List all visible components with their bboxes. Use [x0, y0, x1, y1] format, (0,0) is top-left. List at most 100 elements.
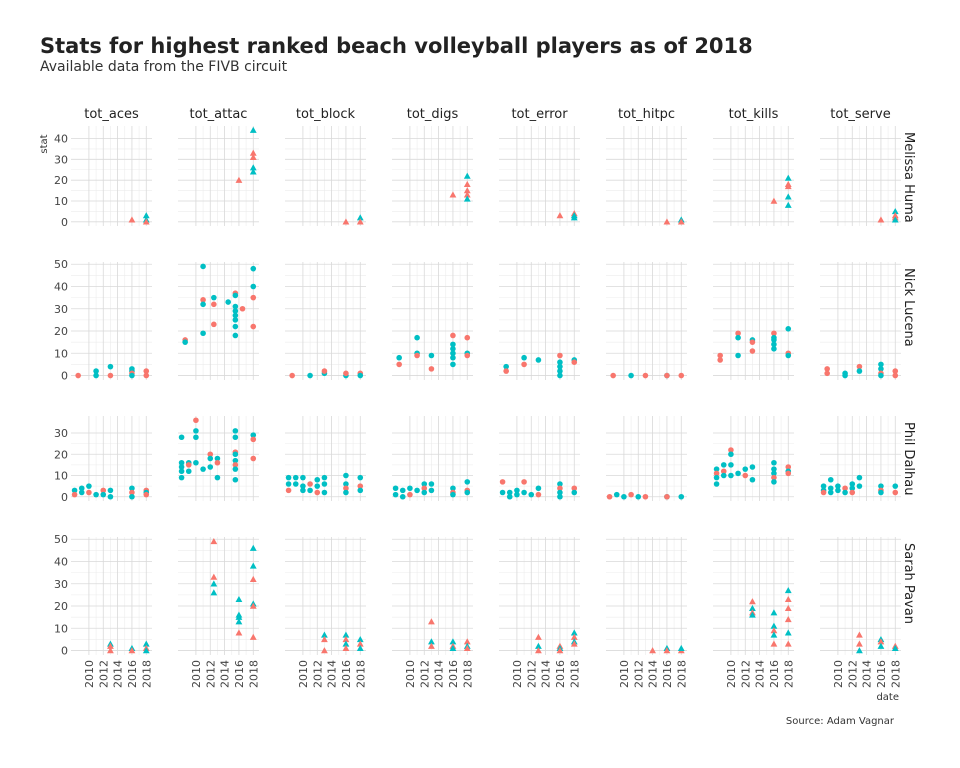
data-point-circle: [428, 481, 435, 487]
x-tick-label: 2012: [204, 660, 217, 688]
data-point-triangle: [249, 602, 257, 609]
data-point-triangle: [463, 172, 471, 179]
data-point-circle: [749, 339, 756, 345]
x-tick-label: 2018: [247, 660, 260, 688]
data-point-circle: [75, 372, 81, 379]
data-point-circle: [678, 493, 685, 500]
data-point-triangle: [107, 642, 114, 649]
data-point-triangle: [249, 544, 257, 551]
data-point-circle: [878, 366, 884, 372]
data-point-circle: [211, 301, 217, 308]
data-point-triangle: [663, 218, 671, 225]
y-tick-label: 0: [61, 216, 68, 229]
data-point-circle: [232, 457, 239, 464]
data-point-circle: [621, 493, 627, 500]
y-tick-label: 40: [54, 133, 68, 146]
data-point-circle: [178, 434, 185, 441]
data-point-triangle: [570, 633, 578, 640]
data-point-triangle: [784, 629, 792, 636]
data-point-circle: [143, 372, 150, 379]
data-point-circle: [292, 474, 299, 481]
x-tick-label: 2018: [354, 660, 367, 688]
data-point-circle: [571, 489, 578, 496]
data-point-circle: [78, 489, 85, 496]
data-point-circle: [827, 489, 834, 496]
data-point-circle: [713, 470, 720, 477]
data-point-circle: [720, 468, 727, 475]
data-point-triangle: [235, 618, 243, 625]
x-tick-label: 2016: [233, 660, 246, 688]
data-point-triangle: [249, 164, 257, 171]
facet-panel: [392, 262, 473, 380]
data-point-circle: [182, 339, 188, 345]
data-point-circle: [232, 451, 239, 458]
data-point-circle: [93, 491, 99, 498]
x-tick-label: 2010: [618, 660, 631, 688]
data-point-triangle: [356, 636, 364, 643]
data-point-triangle: [235, 613, 243, 620]
data-point-circle: [225, 299, 231, 305]
facet-column-label: tot_digs: [407, 107, 459, 122]
x-axis-title: date: [876, 692, 899, 703]
data-point-triangle: [535, 642, 542, 649]
chart-title: Stats for highest ranked beach volleybal…: [40, 34, 753, 58]
x-tick-label: 2018: [889, 660, 902, 688]
data-point-circle: [628, 491, 634, 498]
data-point-circle: [414, 487, 420, 494]
data-point-circle: [735, 330, 741, 337]
data-point-circle: [421, 485, 428, 492]
data-point-triangle: [463, 187, 471, 194]
data-point-circle: [728, 451, 734, 458]
y-tick-label: 20: [54, 448, 68, 461]
data-point-circle: [200, 466, 206, 472]
data-point-triangle: [235, 595, 243, 603]
data-point-circle: [86, 483, 92, 489]
data-point-circle: [93, 372, 99, 379]
data-point-circle: [207, 464, 214, 470]
data-point-circle: [428, 352, 435, 359]
data-point-circle: [321, 489, 328, 496]
data-point-circle: [250, 323, 257, 330]
data-point-circle: [200, 301, 206, 308]
data-point-circle: [664, 372, 670, 379]
data-point-circle: [357, 483, 364, 489]
data-point-triangle: [249, 562, 257, 569]
data-point-circle: [785, 352, 792, 359]
data-point-triangle: [784, 174, 792, 181]
data-point-circle: [357, 487, 364, 494]
x-tick-label: 2014: [540, 660, 553, 688]
data-point-circle: [785, 470, 792, 477]
data-point-circle: [178, 474, 185, 481]
data-point-circle: [856, 363, 863, 370]
y-tick-label: 40: [54, 280, 68, 293]
facet-column-label: tot_kills: [729, 107, 779, 122]
data-point-circle: [129, 372, 135, 379]
data-point-triangle: [570, 214, 578, 221]
data-point-triangle: [210, 538, 218, 545]
data-point-triangle: [784, 615, 792, 623]
x-tick-label: 2018: [140, 660, 153, 688]
data-point-circle: [143, 491, 150, 498]
data-point-circle: [407, 485, 413, 492]
data-point-circle: [728, 462, 734, 468]
data-point-triangle: [128, 647, 136, 654]
data-point-circle: [307, 372, 313, 379]
x-tick-label: 2018: [461, 660, 474, 688]
data-point-circle: [343, 370, 349, 377]
data-point-circle: [610, 372, 616, 379]
data-point-triangle: [784, 183, 792, 190]
data-point-circle: [232, 466, 239, 472]
data-point-triangle: [770, 622, 778, 629]
x-tick-label: 2014: [647, 660, 660, 688]
data-point-circle: [193, 417, 199, 424]
data-point-circle: [143, 368, 150, 374]
data-point-circle: [785, 325, 792, 332]
data-point-circle: [300, 487, 306, 494]
data-point-circle: [185, 468, 192, 475]
facet-panel: [713, 262, 794, 380]
data-point-circle: [535, 357, 542, 363]
chart-subtitle: Available data from the FIVB circuit: [40, 59, 288, 75]
data-point-circle: [107, 493, 114, 500]
data-point-triangle: [142, 218, 150, 225]
